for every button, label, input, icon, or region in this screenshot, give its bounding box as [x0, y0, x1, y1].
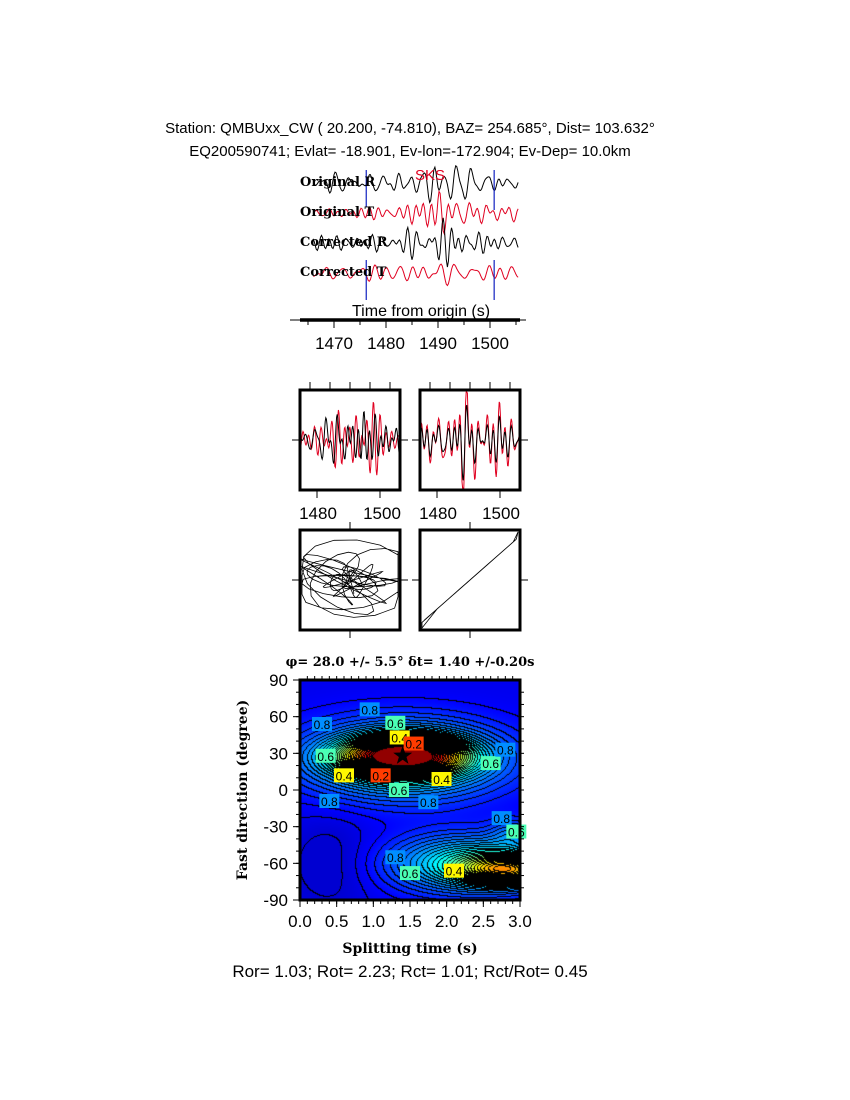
station-info: Station: QMBUxx_CW ( 20.200, -74.810), B…: [165, 120, 655, 137]
trace-label-original-t: Original T: [300, 205, 374, 220]
time-axis: 1470 1480 1490 1500: [290, 318, 526, 353]
y-tick-label: 30: [269, 744, 288, 763]
contour-label: 0.4: [336, 769, 353, 783]
contour-label: 0.8: [420, 796, 437, 810]
contour-label: 0.6: [508, 826, 525, 840]
contour-label-box: [334, 768, 354, 783]
x-axis-label: Splitting time (s): [342, 941, 477, 957]
x-tick-label: 1.0: [362, 912, 386, 931]
y-tick-label: 0: [279, 781, 288, 800]
trace-label-corrected-t: Corrected T: [300, 265, 387, 280]
contour-label-box: [385, 715, 406, 730]
y-tick-label: -60: [263, 854, 288, 873]
contour-label: 0.8: [321, 795, 338, 809]
contour-label: 0.2: [405, 738, 422, 752]
corrected-particle-motion: [421, 531, 519, 630]
original-waveform-transverse: [299, 402, 400, 476]
map-overlay: 0.80.8 0.60.40.20.60.4 0.2 0.40.60.80.60.8 0…: [263, 671, 531, 931]
contour-label-box: [385, 850, 406, 865]
original-waveform-radial: [299, 411, 401, 464]
y-tick-label: 60: [269, 708, 288, 727]
waveform-panels: [292, 382, 528, 498]
contour-label: 0.6: [482, 757, 499, 771]
contour-label-box: [370, 768, 391, 783]
x-tick-label: 2.0: [435, 912, 459, 931]
x-tick-label: 2.5: [472, 912, 496, 931]
corrected-waveform-radial: [419, 404, 521, 481]
tick-label-1480-left: 1480: [299, 504, 337, 523]
tick-label-1500: 1500: [471, 334, 509, 353]
contour-label-box: [431, 772, 452, 786]
contour-label: 0.4: [433, 773, 450, 787]
contour-label: 0.8: [387, 851, 404, 865]
trace-corrected-t: [313, 263, 519, 287]
contour-label-box: [315, 748, 336, 763]
contour-label: 0.2: [372, 769, 389, 783]
contour-label-box: [319, 794, 340, 808]
y-axis-label: Fast direction (degree): [235, 700, 251, 880]
splitting-result-title: φ= 28.0 +/- 5.5° δt= 1.40 +/-0.20s: [286, 655, 535, 670]
tick-label-1490: 1490: [419, 334, 457, 353]
contour-label: 0.8: [497, 744, 514, 758]
x-tick-label: 0.0: [288, 912, 312, 931]
trace-original-r: [312, 165, 519, 205]
contour-label-box: [359, 702, 380, 717]
contour-label-box: [312, 717, 332, 731]
x-tick-label: 1.5: [398, 912, 422, 931]
tick-label-1480: 1480: [367, 334, 405, 353]
time-axis-label: Time from origin (s): [352, 303, 490, 320]
tick-label-1500-left: 1500: [363, 504, 401, 523]
particle-motion-panels: [292, 522, 528, 638]
original-particle-motion: [301, 539, 399, 618]
contour-label: 0.4: [446, 865, 463, 879]
contour-label-box: [444, 863, 464, 878]
x-tick-label: 3.0: [508, 912, 532, 931]
contour-label-box: [389, 783, 409, 797]
y-tick-label: 90: [269, 671, 288, 690]
contour-label-box: [495, 742, 516, 757]
ratio-summary: Ror= 1.03; Rot= 2.23; Rct= 1.01; Rct/Rot…: [232, 962, 588, 981]
x-tick-label: 0.5: [325, 912, 349, 931]
y-tick-label: -30: [263, 818, 288, 837]
best-fit-star-icon: [393, 745, 413, 764]
trace-panel: [312, 165, 519, 300]
trace-original-t: [312, 190, 519, 236]
contour-label: 0.8: [361, 703, 378, 717]
contour-label-box: [400, 866, 420, 881]
trace-label-original-r: Original R: [300, 175, 375, 190]
contour-label: 0.6: [387, 717, 404, 731]
trace-label-corrected-r: Corrected R: [300, 235, 388, 250]
tick-label-1500-right: 1500: [482, 504, 520, 523]
trace-corrected-r: [312, 217, 519, 268]
contour-label: 0.6: [317, 750, 334, 764]
contour-label: 0.6: [391, 784, 408, 798]
tick-label-1480-right: 1480: [419, 504, 457, 523]
event-info: EQ200590741; Evlat= -18.901, Ev-lon=-172…: [189, 143, 631, 160]
contour-label-box: [418, 795, 439, 810]
splitting-energy-map: [300, 680, 520, 900]
y-tick-label: -90: [263, 891, 288, 910]
contour-label-box: [480, 756, 501, 771]
tick-label-1470: 1470: [315, 334, 353, 353]
contour-label: 0.8: [493, 812, 510, 826]
contour-label-box: [491, 811, 512, 826]
contour-label-box: [403, 736, 424, 751]
phase-label: SKS: [415, 167, 445, 184]
contour-label: 0.8: [314, 718, 331, 732]
contour-label: 0.6: [402, 867, 419, 881]
